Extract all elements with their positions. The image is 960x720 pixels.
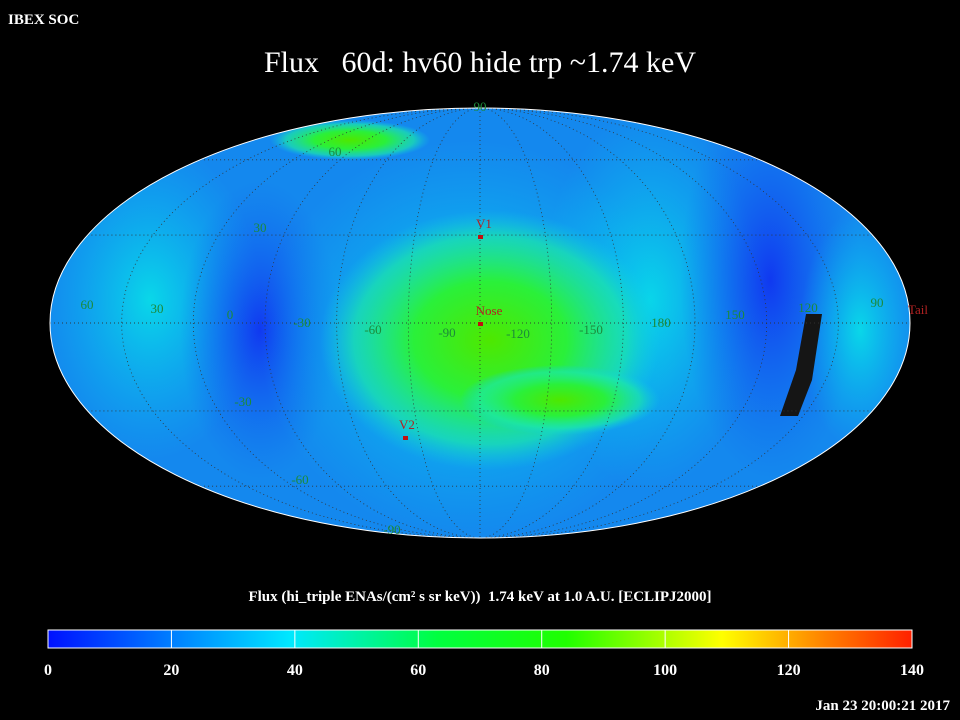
lon-label: -30 [293, 315, 310, 330]
lon-label: 0 [227, 307, 234, 322]
lon-label: -150 [579, 322, 603, 337]
colorbar [47, 629, 913, 649]
colorbar-tick-label: 140 [900, 662, 924, 679]
lon-label: 30 [151, 301, 164, 316]
lon-label: 180 [651, 315, 671, 330]
marker-label: V1 [476, 216, 492, 231]
lat-label: -30 [234, 394, 251, 409]
lat-label: -60 [291, 472, 308, 487]
lat-label: 60 [329, 144, 342, 159]
meridian [336, 108, 481, 538]
lon-label: -90 [438, 325, 455, 340]
marker-label: Nose [476, 303, 503, 318]
lat-label: 30 [254, 220, 267, 235]
colorbar-tick-label: 20 [163, 662, 179, 679]
colorbar-tick-label: 100 [653, 662, 677, 679]
latitude-labels: 90 60 30 -30 -60 -90 [234, 99, 486, 537]
timestamp: Jan 23 20:00:21 2017 [815, 698, 950, 714]
longitude-labels: 60 30 0 -30 -60 -90 -120 -150 180 150 12… [81, 295, 884, 341]
colorbar-tick-label: 0 [44, 662, 52, 679]
map-title: Flux 60d: hv60 hide trp ~1.74 keV [264, 46, 696, 79]
lon-label: 150 [725, 307, 745, 322]
colorbar-tick-label: 60 [410, 662, 426, 679]
meridian [479, 108, 696, 538]
colorbar-ticks: 0 20 40 60 80 100 120 140 [44, 630, 924, 679]
markers: V1 Nose V2 Tail [399, 216, 928, 440]
lat-label: 90 [474, 99, 487, 114]
meridian [264, 108, 481, 538]
meridian [479, 108, 839, 538]
lon-label: 90 [871, 295, 884, 310]
marker-label: Tail [908, 302, 928, 317]
lon-label: 60 [81, 297, 94, 312]
colorbar-label: Flux (hi_triple ENAs/(cm² s sr keV)) 1.7… [248, 589, 711, 605]
colorbar-tick-label: 120 [777, 662, 801, 679]
lon-label: 120 [798, 300, 818, 315]
colorbar-tick-label: 40 [287, 662, 303, 679]
marker-label: V2 [399, 417, 415, 432]
colorbar-tick-label: 80 [534, 662, 550, 679]
lon-label: -60 [364, 322, 381, 337]
marker-dot [478, 235, 483, 239]
marker-dot [403, 436, 408, 440]
meridian [479, 108, 624, 538]
source-label: IBEX SOC [8, 12, 79, 28]
lat-label: -90 [383, 522, 400, 537]
lon-label: -120 [506, 326, 530, 341]
meridian [121, 108, 481, 538]
marker-dot [478, 322, 483, 326]
map-border [49, 107, 911, 539]
